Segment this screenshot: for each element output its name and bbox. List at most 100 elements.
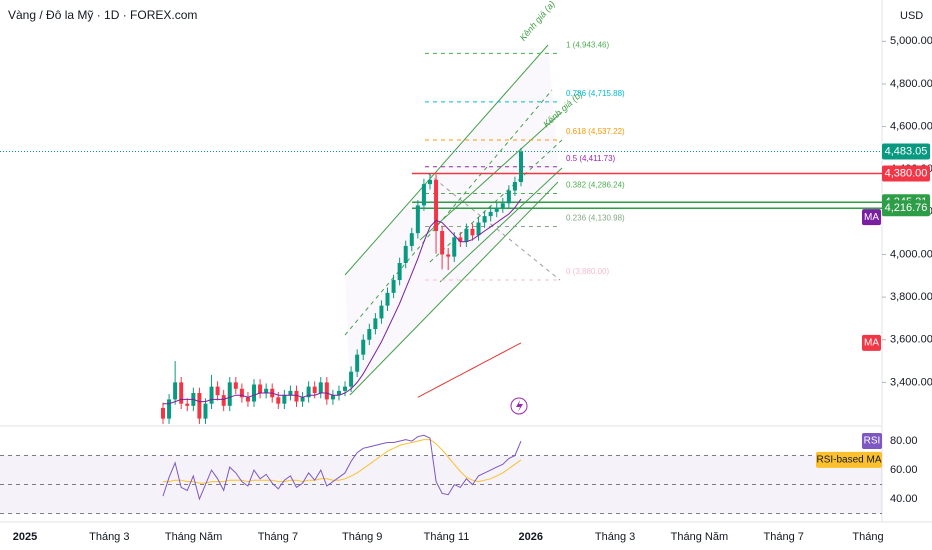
rsi-tag <box>862 433 882 450</box>
rsi-ma-tag-label: RSI-based MA <box>816 455 881 466</box>
fib-label: 0.5 (4,411.73) <box>566 154 616 163</box>
y-tick-label: 3,800.00 <box>890 291 932 303</box>
candle-body <box>252 384 257 402</box>
rsi-line <box>162 434 522 501</box>
channels <box>344 44 563 396</box>
candle-body <box>476 222 481 236</box>
candle-body <box>197 393 202 419</box>
candle-body <box>488 211 493 217</box>
price-tag <box>882 200 930 217</box>
rsi-tick-label: 60.00 <box>890 464 918 476</box>
candle-body <box>391 280 396 293</box>
price-tag <box>882 165 930 182</box>
lightning <box>516 400 523 412</box>
candle-body <box>173 382 178 400</box>
candle-body <box>300 397 305 402</box>
price-tag-label: 4,483.05 <box>885 145 928 157</box>
candle-body <box>415 205 420 234</box>
candle-body <box>203 403 208 419</box>
ma-tag-label: MA <box>864 338 879 349</box>
y-tick-label: 4,000.00 <box>890 248 932 260</box>
rsi-ma-tag <box>816 451 882 468</box>
candle-body <box>470 228 475 236</box>
candle-body <box>403 245 408 263</box>
candle-body <box>452 237 457 257</box>
candle-body <box>434 179 439 232</box>
candle-body <box>409 233 414 246</box>
candle-body <box>464 228 469 242</box>
rsi-ma-line <box>163 439 522 484</box>
candle-body <box>324 382 329 400</box>
candle-body <box>379 305 384 319</box>
price-tag-label: 4,216.76 <box>885 202 928 214</box>
candle-body <box>500 203 505 208</box>
candle-body <box>239 388 244 398</box>
x-tick-label: 2026 <box>519 531 543 543</box>
candle-body <box>361 339 366 355</box>
fib-label: 0.618 (4,537.22) <box>566 127 625 136</box>
candle-body <box>446 254 451 257</box>
candle-body <box>264 388 269 394</box>
chart-title: Vàng / Đô la Mỹ · 1D · FOREX.com <box>8 8 197 22</box>
candle-body <box>288 390 293 396</box>
channel-a-mid <box>344 89 553 336</box>
price-tag-label: 4,380.00 <box>885 167 928 179</box>
candle-body <box>167 399 172 419</box>
ma-tag-label: MA <box>864 212 879 223</box>
candle-body <box>179 382 184 404</box>
candle-body <box>373 318 378 330</box>
candle-body <box>221 395 226 406</box>
candle-body <box>440 231 445 255</box>
rsi-tag-label: RSI <box>864 436 881 447</box>
candle-body <box>312 386 317 394</box>
ma-tag <box>862 209 881 226</box>
candle-body <box>306 386 311 398</box>
y-tick-label: 3,600.00 <box>890 334 932 346</box>
currency: USD <box>900 10 923 22</box>
candle-body <box>367 329 372 340</box>
candle-body <box>506 190 511 204</box>
x-tick-label: Tháng 3 <box>89 531 129 543</box>
rsi-tick-label: 80.00 <box>890 435 918 447</box>
candle-body <box>330 395 335 400</box>
candle-body <box>349 371 354 387</box>
candle-body <box>282 395 287 404</box>
channel-a-lower <box>349 181 559 396</box>
y-tick-label: 3,400.00 <box>890 376 932 388</box>
candle-body <box>343 386 348 391</box>
x-tick-label: Tháng 7 <box>764 531 804 543</box>
channel-a-upper <box>344 44 549 276</box>
candle-body <box>258 384 263 394</box>
x-tick-label: 2025 <box>13 531 37 543</box>
candle-body <box>245 397 250 402</box>
fib-label: 1 (4,943.46) <box>566 40 609 49</box>
candle-body <box>215 386 220 396</box>
candle-body <box>355 354 360 372</box>
x-tick-label: Tháng <box>852 531 883 543</box>
ma-line <box>163 198 522 405</box>
candle-body <box>519 151 523 182</box>
channel-b-mid <box>429 139 563 263</box>
candle-body <box>294 390 299 402</box>
channel-b-lower <box>439 167 563 283</box>
x-tick-label: Tháng 9 <box>342 531 382 543</box>
fib-label: 0.236 (4,130.98) <box>566 214 625 223</box>
candle-body <box>161 407 165 419</box>
candle-body <box>318 382 323 394</box>
x-tick-label: Tháng Năm <box>671 531 728 543</box>
x-tick-label: Tháng Năm <box>165 531 222 543</box>
ma-long-line <box>417 342 522 398</box>
x-tick-label: Tháng 11 <box>424 531 470 543</box>
candle-body <box>482 216 487 223</box>
channel-b-upper <box>419 111 563 241</box>
candle-body <box>385 292 390 306</box>
y-tick-label: 4,600.00 <box>890 120 932 132</box>
x-tick-label: Tháng 7 <box>258 531 298 543</box>
channel-fill <box>345 45 560 395</box>
candle-body <box>336 390 341 396</box>
y-tick-label: 4,800.00 <box>890 78 932 90</box>
candle-body <box>209 386 214 404</box>
candle-body <box>185 403 190 406</box>
